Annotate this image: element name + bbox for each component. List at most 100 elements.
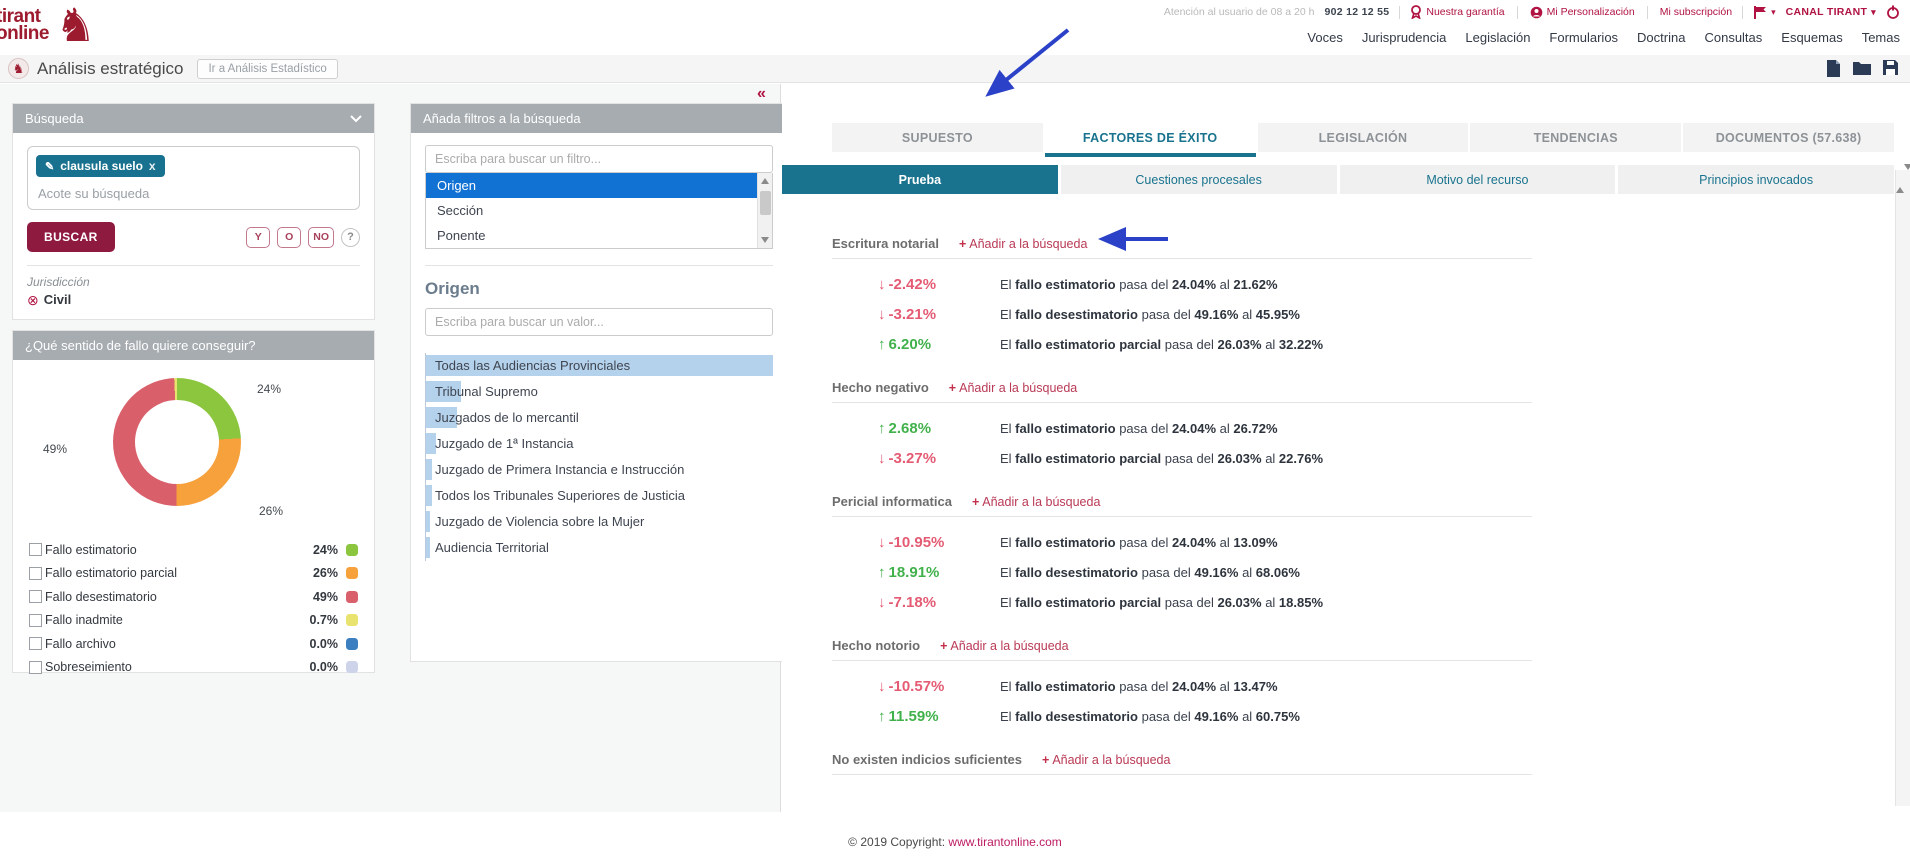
- legend-checkbox[interactable]: [29, 543, 42, 557]
- factor-header: Escritura notarial + Añadir a la búsqueda: [832, 236, 1532, 259]
- filters-panel-title: Añada filtros a la búsqueda: [423, 111, 581, 126]
- add-to-search-label: Añadir a la búsqueda: [1052, 753, 1171, 767]
- plus-icon: +: [940, 639, 948, 653]
- add-to-search-link[interactable]: + Añadir a la búsqueda: [949, 381, 1077, 395]
- filter-option-ponente[interactable]: Ponente: [437, 228, 486, 243]
- language-flag-button[interactable]: ▾: [1753, 5, 1776, 19]
- document-icon[interactable]: [1826, 60, 1841, 77]
- add-to-search-link[interactable]: + Añadir a la búsqueda: [972, 495, 1100, 509]
- filter-option-origen[interactable]: Origen: [426, 173, 757, 198]
- save-icon[interactable]: [1883, 60, 1898, 75]
- legend-percentage: 0.0%: [309, 660, 339, 675]
- subtab-cuestiones-procesales[interactable]: Cuestiones procesales: [1060, 165, 1337, 194]
- scroll-down-icon[interactable]: [1904, 164, 1910, 187]
- legend-checkbox[interactable]: [29, 590, 42, 604]
- power-icon[interactable]: [1886, 5, 1900, 19]
- add-to-search-link[interactable]: + Añadir a la búsqueda: [940, 639, 1068, 653]
- stat-description: El fallo desestimatorio pasa del 49.16% …: [1000, 307, 1300, 322]
- stat-percentage-value: -2.42%: [888, 276, 937, 293]
- help-button[interactable]: ?: [341, 227, 360, 247]
- results-region: SUPUESTO FACTORES DE ÉXITO LEGISLACIÓN TEND…: [782, 84, 1910, 812]
- legend-color-dot: [346, 661, 358, 674]
- nav-item-formularios[interactable]: Formularios: [1549, 30, 1619, 45]
- buscar-button[interactable]: BUSCAR: [27, 222, 115, 252]
- search-panel-header[interactable]: Búsqueda: [13, 104, 374, 133]
- nav-item-voces[interactable]: Voces: [1307, 30, 1343, 45]
- topbar-link-mi-personalización[interactable]: Mi Personalización: [1530, 6, 1635, 19]
- filter-search-input[interactable]: [425, 145, 773, 173]
- operator-button-y[interactable]: Y: [246, 226, 271, 248]
- tab-documentos-57-638-[interactable]: DOCUMENTOS (57.638): [1683, 123, 1894, 152]
- filter-list-scrollbar[interactable]: [757, 173, 772, 248]
- filter-option-sección[interactable]: Sección: [437, 203, 484, 218]
- stat-percentage-value: -3.27%: [888, 450, 937, 467]
- legend-row: Sobreseimiento 0.0%: [29, 656, 358, 680]
- nav-item-temas[interactable]: Temas: [1861, 30, 1900, 45]
- origen-value-item[interactable]: Tribunal Supremo: [426, 379, 773, 405]
- legend-label: Fallo archivo: [45, 636, 116, 651]
- origen-values-list: Todas las Audiencias Provinciales Tribuna…: [425, 353, 773, 561]
- origen-value-item[interactable]: Juzgados de lo mercantil: [426, 405, 773, 431]
- origen-value-item[interactable]: Todos los Tribunales Superiores de Justi…: [426, 483, 773, 509]
- subtab-motivo-del-recurso[interactable]: Motivo del recurso: [1339, 165, 1616, 194]
- tab-factores-de-xito[interactable]: FACTORES DE ÉXITO: [1044, 123, 1256, 157]
- topbar-link-nuestra-garantía[interactable]: Nuestra garantía: [1410, 5, 1505, 19]
- nav-item-doctrina[interactable]: Doctrina: [1637, 30, 1686, 45]
- scroll-up-icon[interactable]: [1896, 170, 1904, 193]
- scroll-up-icon[interactable]: [761, 178, 769, 184]
- legend-checkbox[interactable]: [29, 566, 42, 580]
- add-to-search-link[interactable]: + Añadir a la búsqueda: [1042, 753, 1170, 767]
- folder-icon[interactable]: [1853, 60, 1871, 75]
- subtab-prueba[interactable]: Prueba: [782, 165, 1058, 194]
- remove-jurisdiccion-icon[interactable]: ⊗: [27, 291, 39, 308]
- operator-button-o[interactable]: O: [277, 226, 302, 248]
- origen-value-item[interactable]: Audiencia Territorial: [426, 535, 773, 561]
- origen-value-item[interactable]: Todas las Audiencias Provinciales: [426, 353, 773, 379]
- canal-tirant-button[interactable]: CANAL TIRANT ▾: [1786, 6, 1876, 18]
- donut-ring[interactable]: [113, 378, 241, 506]
- origen-value-label: Juzgado de Violencia sobre la Mujer: [435, 514, 645, 529]
- nav-item-jurisprudencia[interactable]: Jurisprudencia: [1361, 30, 1447, 45]
- add-to-search-link[interactable]: + Añadir a la búsqueda: [959, 237, 1087, 251]
- legend-checkbox[interactable]: [29, 660, 42, 674]
- tab-supuesto[interactable]: SUPUESTO: [832, 123, 1043, 152]
- footer-link[interactable]: www.tirantonline.com: [948, 835, 1062, 849]
- nav-item-legislación[interactable]: Legislación: [1465, 30, 1531, 45]
- header-strip: ♞ Análisis estratégico Ir a Análisis Est…: [0, 55, 1910, 83]
- tab-legislaci-n[interactable]: LEGISLACIÓN: [1257, 123, 1469, 152]
- origen-value-item[interactable]: Juzgado de Primera Instancia e Instrucci…: [426, 457, 773, 483]
- nav-item-esquemas[interactable]: Esquemas: [1781, 30, 1843, 45]
- factor-header: Hecho notorio + Añadir a la búsqueda: [832, 638, 1532, 661]
- go-statistical-analysis-button[interactable]: Ir a Análisis Estadístico: [197, 58, 338, 79]
- legend-checkbox[interactable]: [29, 637, 42, 651]
- origen-value-item[interactable]: Juzgado de 1ª Instancia: [426, 431, 773, 457]
- origen-value-bar: [426, 459, 432, 480]
- origen-value-item[interactable]: Juzgado de Violencia sobre la Mujer: [426, 509, 773, 535]
- result-subtabs: Prueba Cuestiones procesales Motivo del re…: [782, 165, 1894, 194]
- scroll-down-icon[interactable]: [761, 237, 769, 243]
- search-input[interactable]: ✎ clausula suelo x Acote su búsqueda: [27, 146, 360, 210]
- remove-tag-icon[interactable]: x: [148, 159, 156, 173]
- arrow-up-icon: ↑: [878, 564, 886, 581]
- factor-stats: ↑ 2.68% El fallo estimatorio pasa del 24.0…: [832, 420, 1532, 467]
- success-factors-content: Escritura notarial + Añadir a la búsqueda ↓…: [832, 202, 1880, 812]
- tab-tendencias[interactable]: TENDENCIAS: [1470, 123, 1682, 152]
- plus-icon: +: [1042, 753, 1050, 767]
- chevron-down-icon[interactable]: [350, 114, 362, 123]
- nav-item-consultas[interactable]: Consultas: [1704, 30, 1763, 45]
- origen-value-search-input[interactable]: [425, 308, 773, 336]
- factor-stat-row: ↓ -2.42% El fallo estimatorio pasa del 24.…: [832, 276, 1532, 293]
- scrollbar-thumb[interactable]: [760, 191, 771, 215]
- operator-button-no[interactable]: NO: [308, 226, 334, 248]
- topbar-link-mi-subscripción[interactable]: Mi subscripción: [1660, 6, 1732, 18]
- search-term-label: clausula suelo: [60, 159, 143, 173]
- tirant-logo[interactable]: tirant online ♞: [0, 2, 96, 48]
- stat-percentage: ↓ -7.18%: [832, 594, 1000, 611]
- results-scrollbar[interactable]: [1895, 164, 1910, 806]
- search-term-tag[interactable]: ✎ clausula suelo x: [36, 155, 165, 177]
- collapse-panel-icon[interactable]: «: [757, 85, 766, 102]
- factor-name: No existen indicios suficientes: [832, 752, 1022, 767]
- subtab-principios-invocados[interactable]: Principios invocados: [1618, 165, 1894, 194]
- legend-checkbox[interactable]: [29, 613, 42, 627]
